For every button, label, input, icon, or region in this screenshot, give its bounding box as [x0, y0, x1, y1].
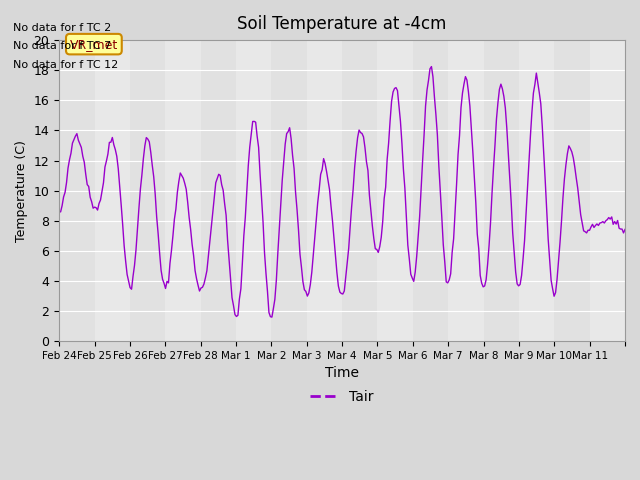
Text: VR_met: VR_met	[70, 37, 118, 50]
Bar	[484, 40, 519, 341]
Text: No data for f TC 2: No data for f TC 2	[13, 23, 111, 33]
Bar	[342, 40, 378, 341]
Y-axis label: Temperature (C): Temperature (C)	[15, 140, 28, 241]
Bar	[59, 40, 95, 341]
Bar	[413, 40, 448, 341]
Text: No data for f TC 12: No data for f TC 12	[13, 60, 118, 70]
Legend: Tair: Tair	[305, 384, 380, 409]
Bar	[200, 40, 236, 341]
Title: Soil Temperature at -4cm: Soil Temperature at -4cm	[237, 15, 447, 33]
Bar	[554, 40, 589, 341]
Text: No data for f TC 7: No data for f TC 7	[13, 41, 111, 51]
Bar	[130, 40, 165, 341]
X-axis label: Time: Time	[325, 366, 359, 381]
Bar	[271, 40, 307, 341]
